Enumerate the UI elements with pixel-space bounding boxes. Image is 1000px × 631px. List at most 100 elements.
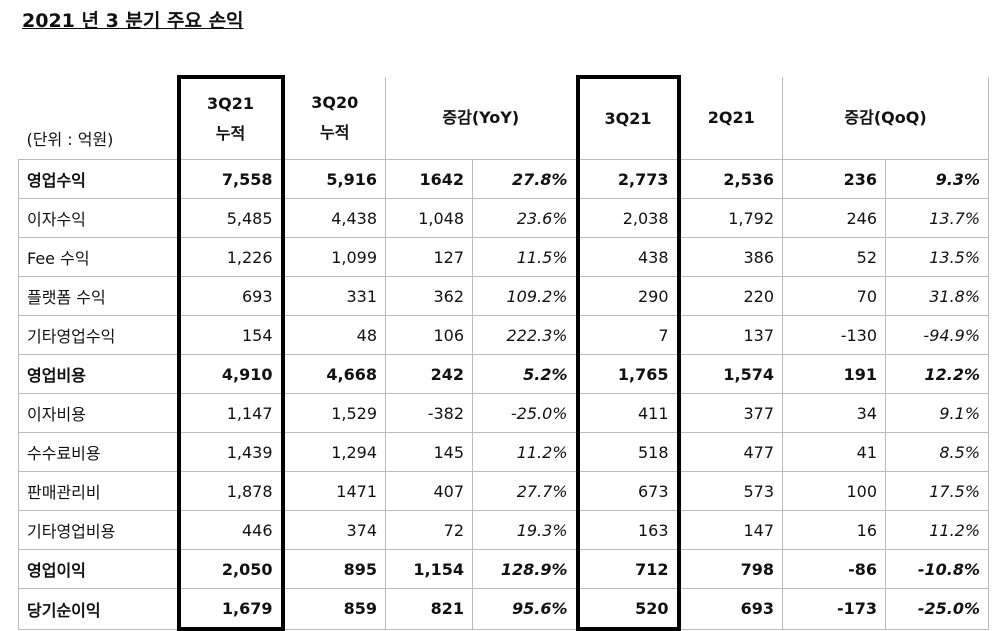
cell: 17.5% — [885, 471, 990, 511]
cell: -10.8% — [885, 549, 990, 589]
table-row: 플랫폼 수익 693 331 362 109.2% 290 220 70 31.8% — [18, 276, 990, 316]
table-row: 기타영업비용 446 374 72 19.3% 163 147 16 11.2% — [18, 510, 990, 550]
cell: 1,294 — [282, 432, 386, 472]
cell: 2,038 — [575, 198, 681, 238]
row-label: 기타영업수익 — [18, 315, 179, 355]
cell: 290 — [575, 276, 681, 316]
cell: 411 — [575, 393, 681, 433]
cell: 331 — [282, 276, 386, 316]
cell: 11.5% — [471, 237, 579, 277]
cell: 693 — [678, 588, 784, 630]
cell: 693 — [176, 276, 285, 316]
cell: 1,154 — [385, 549, 473, 589]
cell: 5,485 — [176, 198, 285, 238]
cell: 377 — [678, 393, 784, 433]
cell: 16 — [782, 510, 887, 550]
cell: 1,147 — [176, 393, 285, 433]
cell: 27.8% — [471, 159, 579, 199]
cell: -173 — [782, 588, 887, 630]
cell: 163 — [575, 510, 681, 550]
row-label: 수수료비용 — [18, 432, 179, 472]
cell: 4,668 — [282, 354, 386, 394]
cell: 7 — [575, 315, 681, 355]
table-row: 이자수익 5,485 4,438 1,048 23.6% 2,038 1,792 246 13.… — [18, 198, 990, 238]
cell: 1,679 — [176, 588, 285, 631]
cell: 127 — [385, 237, 473, 277]
row-label: Fee 수익 — [18, 237, 179, 277]
cell: 1,574 — [678, 354, 784, 394]
row-label: 이자비용 — [18, 393, 179, 433]
header-row: (단위 : 억원) 3Q21 누적 3Q20 누적 증감(YoY) 3Q21 2Q2… — [18, 75, 990, 160]
unit-label: (단위 : 억원) — [18, 77, 179, 160]
cell: 374 — [282, 510, 386, 550]
cell: 1,529 — [282, 393, 386, 433]
cell: 446 — [176, 510, 285, 550]
cell: -25.0% — [885, 588, 990, 630]
cell: 109.2% — [471, 276, 579, 316]
cell: 1,765 — [575, 354, 681, 394]
cell: 52 — [782, 237, 887, 277]
cell: 34 — [782, 393, 887, 433]
column-header: 3Q21 누적 — [176, 75, 285, 160]
table-row: 영업이익 2,050 895 1,154 128.9% 712 798 -86 -10.8% — [18, 549, 990, 589]
column-header: 증감(QoQ) — [782, 77, 990, 160]
header-line: 증감(YoY) — [442, 108, 520, 127]
cell: 246 — [782, 198, 887, 238]
table-row: 영업수익 7,558 5,916 1642 27.8% 2,773 2,536 236 9.3% — [18, 159, 990, 199]
header-line: 증감(QoQ) — [844, 108, 927, 127]
cell: 220 — [678, 276, 784, 316]
cell: 895 — [282, 549, 386, 589]
cell: 236 — [782, 159, 887, 199]
header-line: 2Q21 — [707, 108, 755, 127]
cell: 9.1% — [885, 393, 990, 433]
column-header: 증감(YoY) — [384, 77, 579, 160]
cell: 798 — [678, 549, 784, 589]
cell: 222.3% — [471, 315, 579, 355]
table-row: 판매관리비 1,878 1471 407 27.7% 673 573 100 17.5% — [18, 471, 990, 511]
header-line: 3Q21 — [207, 94, 254, 113]
cell: -94.9% — [885, 315, 990, 355]
column-header: 2Q21 — [678, 77, 784, 160]
row-label: 영업비용 — [18, 354, 179, 394]
cell: 859 — [282, 588, 386, 630]
cell: 7,558 — [176, 159, 285, 199]
cell: 9.3% — [885, 159, 990, 199]
cell: 106 — [385, 315, 473, 355]
row-label: 플랫폼 수익 — [18, 276, 179, 316]
cell: 137 — [678, 315, 784, 355]
cell: 70 — [782, 276, 887, 316]
title: 2021 년 3 분기 주요 손익 — [22, 10, 244, 32]
row-label: 이자수익 — [18, 198, 179, 238]
cell: 13.5% — [885, 237, 990, 277]
cell: 520 — [575, 588, 681, 631]
cell: 154 — [176, 315, 285, 355]
cell: -130 — [782, 315, 887, 355]
cell: 821 — [385, 588, 473, 630]
cell: 31.8% — [885, 276, 990, 316]
table-row: Fee 수익 1,226 1,099 127 11.5% 438 386 52 13.5% — [18, 237, 990, 277]
cell: 1,099 — [282, 237, 386, 277]
cell: 147 — [678, 510, 784, 550]
cell: 1,878 — [176, 471, 285, 511]
cell: 407 — [385, 471, 473, 511]
cell: 41 — [782, 432, 887, 472]
row-label: 영업수익 — [18, 159, 179, 199]
cell: 27.7% — [471, 471, 579, 511]
cell: 438 — [575, 237, 681, 277]
row-label: 당기순이익 — [18, 588, 179, 630]
cell: 8.5% — [885, 432, 990, 472]
cell: 712 — [575, 549, 681, 589]
cell: 673 — [575, 471, 681, 511]
cell: 5.2% — [471, 354, 579, 394]
cell: 72 — [385, 510, 473, 550]
cell: 19.3% — [471, 510, 579, 550]
table-row: 영업비용 4,910 4,668 242 5.2% 1,765 1,574 191 12.2% — [18, 354, 990, 394]
cell: 13.7% — [885, 198, 990, 238]
table-row: 당기순이익 1,679 859 821 95.6% 520 693 -173 -25.0% — [18, 588, 990, 631]
header-line: 3Q21 — [604, 109, 652, 128]
cell: 128.9% — [471, 549, 579, 589]
cell: 5,916 — [282, 159, 386, 199]
cell: 4,438 — [282, 198, 386, 238]
cell: 477 — [678, 432, 784, 472]
